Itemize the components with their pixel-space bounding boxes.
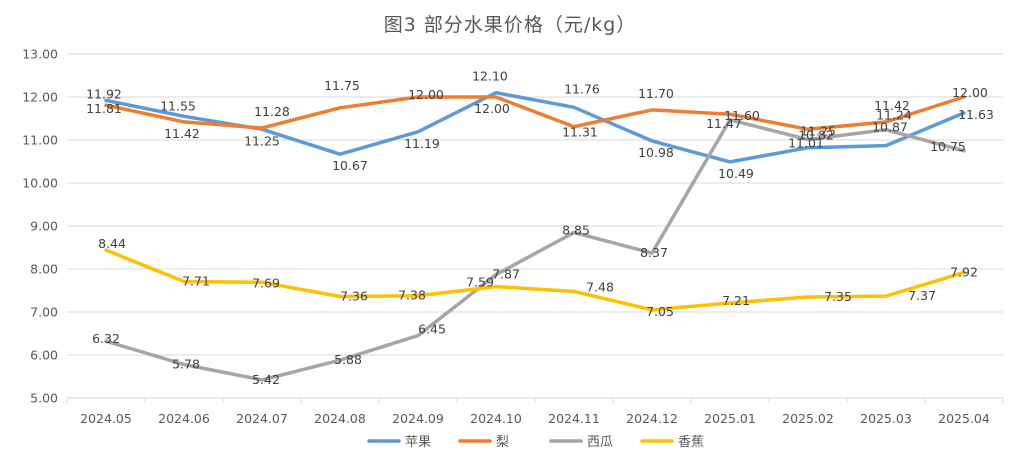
x-tick-label: 2025.04 (938, 411, 990, 426)
data-label: 7.69 (252, 275, 280, 290)
data-label: 7.05 (646, 304, 674, 319)
legend-label: 梨 (496, 435, 509, 450)
y-tick-label: 8.00 (30, 262, 58, 277)
y-tick-label: 9.00 (30, 219, 58, 234)
series-line-2 (104, 118, 966, 382)
x-axis-ticks: 2024.05 2024.06 2024.07 2024.08 2024.09 2024.… (66, 398, 1004, 426)
data-label: 11.47 (706, 116, 742, 131)
data-label: 7.92 (950, 264, 978, 279)
x-tick-label: 2024.07 (236, 411, 288, 426)
data-label: 11.25 (800, 123, 836, 138)
x-tick-label: 2025.03 (860, 411, 912, 426)
data-label: 7.38 (398, 288, 426, 303)
legend-label: 香蕉 (678, 435, 704, 450)
data-label: 7.35 (824, 289, 852, 304)
legend-label: 苹果 (405, 435, 431, 450)
data-label: 11.92 (86, 86, 122, 101)
data-label: 11.70 (638, 86, 674, 101)
legend: 苹果 梨 西瓜 香蕉 (367, 435, 704, 450)
data-label: 11.75 (324, 78, 360, 93)
data-label: 7.59 (466, 275, 494, 290)
data-label: 7.87 (492, 267, 520, 282)
y-tick-label: 11.00 (22, 133, 58, 148)
data-label: 8.37 (640, 245, 668, 260)
y-tick-label: 5.00 (30, 391, 58, 406)
data-label: 10.75 (930, 139, 966, 154)
data-label: 10.87 (872, 120, 908, 135)
x-tick-label: 2024.08 (314, 411, 366, 426)
data-label: 10.67 (332, 158, 368, 173)
data-label: 11.19 (404, 136, 440, 151)
data-label: 11.42 (874, 98, 910, 113)
y-tick-label: 6.00 (30, 348, 58, 363)
y-axis-ticks: 5.00 6.00 7.00 8.00 9.00 10.00 11.00 12.00 13.00 (22, 47, 58, 406)
series-lines (104, 90, 966, 382)
data-label: 11.31 (562, 125, 598, 140)
data-label: 11.28 (254, 104, 290, 119)
data-label: 12.00 (474, 101, 510, 116)
data-label: 5.88 (334, 352, 362, 367)
y-tick-label: 10.00 (22, 176, 58, 191)
data-label: 11.81 (86, 101, 122, 116)
data-labels: 11.92 11.55 11.25 10.67 11.19 12.10 11.76 10.98… (86, 69, 994, 387)
chart-title: 图3 部分水果价格（元/kg） (384, 14, 637, 36)
x-tick-label: 2024.12 (626, 411, 678, 426)
data-label: 11.76 (564, 81, 600, 96)
data-label: 12.10 (472, 69, 508, 84)
data-label: 7.36 (340, 289, 368, 304)
data-label: 6.32 (92, 331, 120, 346)
data-label: 11.55 (160, 98, 196, 113)
x-tick-label: 2024.05 (80, 411, 132, 426)
x-tick-label: 2025.02 (782, 411, 834, 426)
data-label: 11.42 (164, 126, 200, 141)
data-label: 11.63 (958, 107, 994, 122)
data-label: 11.01 (788, 136, 824, 151)
series-line-3 (104, 248, 966, 312)
data-label: 10.82 (798, 128, 834, 143)
data-label: 12.00 (952, 85, 988, 100)
y-tick-label: 7.00 (30, 305, 58, 320)
data-label: 11.25 (244, 133, 280, 148)
data-label: 5.42 (252, 372, 280, 387)
data-label: 8.85 (562, 222, 590, 237)
x-tick-label: 2024.09 (392, 411, 444, 426)
data-label: 7.37 (908, 288, 936, 303)
data-label: 11.60 (724, 108, 760, 123)
data-label: 8.44 (98, 236, 126, 251)
x-tick-label: 2025.01 (704, 411, 756, 426)
data-label: 6.45 (418, 322, 446, 337)
data-label: 12.00 (408, 87, 444, 102)
y-tick-label: 13.00 (22, 47, 58, 62)
legend-label: 西瓜 (587, 435, 613, 450)
gridlines (67, 53, 1003, 399)
x-tick-label: 2024.11 (548, 411, 600, 426)
data-label: 7.21 (722, 293, 750, 308)
y-tick-label: 12.00 (22, 90, 58, 105)
data-label: 11.24 (876, 108, 912, 123)
data-label: 7.71 (182, 273, 210, 288)
data-label: 5.78 (172, 356, 200, 371)
x-tick-label: 2024.10 (470, 411, 522, 426)
x-tick-label: 2024.06 (158, 411, 210, 426)
series-line-1 (104, 95, 966, 132)
data-label: 7.48 (586, 279, 614, 294)
data-label: 10.49 (718, 166, 754, 181)
data-label: 10.98 (638, 145, 674, 160)
